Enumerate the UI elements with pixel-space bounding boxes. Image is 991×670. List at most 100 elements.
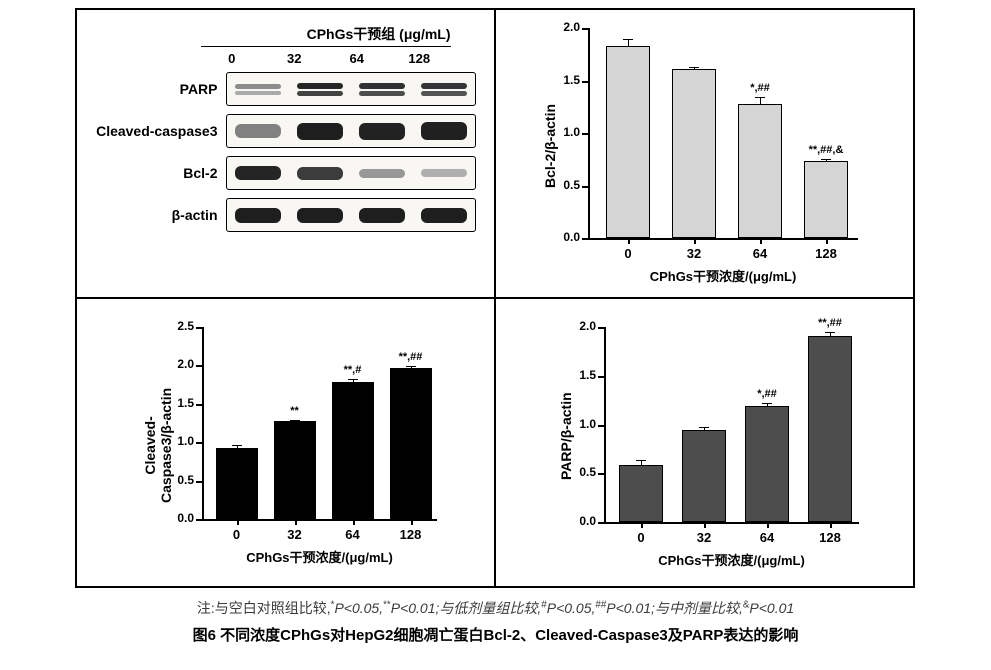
wb-title-underline xyxy=(201,46,451,47)
x-tick-label: 128 xyxy=(799,246,853,261)
x-tick-label: 0 xyxy=(211,527,263,542)
wb-lane xyxy=(232,115,284,147)
significance-label: **,## xyxy=(384,351,438,363)
bcl2-bar xyxy=(606,46,650,238)
parp-bar xyxy=(619,465,663,522)
wb-band xyxy=(421,122,467,140)
y-tick-label: 2.0 xyxy=(164,357,194,371)
wb-lane xyxy=(356,157,408,189)
x-tick xyxy=(830,522,832,528)
caspase3-chart-panel: 0.00.51.01.52.02.50**32**,#64**,##128Cle… xyxy=(76,298,495,587)
wb-band xyxy=(421,208,467,223)
wb-lane xyxy=(232,157,284,189)
bcl2-bar xyxy=(672,69,716,238)
errbar-cap xyxy=(821,159,831,160)
x-tick xyxy=(411,519,413,525)
wb-band xyxy=(235,166,281,180)
wb-band xyxy=(297,83,343,89)
parp-bar xyxy=(745,406,789,522)
y-tick xyxy=(582,238,588,240)
x-tick xyxy=(353,519,355,525)
wb-lane xyxy=(294,199,346,231)
bcl2-bar xyxy=(738,104,782,238)
y-tick xyxy=(598,376,604,378)
x-tick-label: 32 xyxy=(269,527,321,542)
y-tick xyxy=(582,186,588,188)
wb-band-row: β-actin xyxy=(96,198,476,232)
wb-lane xyxy=(232,73,284,105)
wb-band-row: PARP xyxy=(96,72,476,106)
wb-lane xyxy=(418,157,470,189)
y-tick-label: 2.0 xyxy=(550,20,580,34)
caspase3-bar xyxy=(332,382,374,519)
wb-band-row: Cleaved-caspase3 xyxy=(96,114,476,148)
wb-band xyxy=(421,169,467,177)
wb-dose-label: 32 xyxy=(269,51,319,66)
y-axis-label: Cleaved-Caspase3/β-actin xyxy=(142,388,174,503)
x-tick xyxy=(694,238,696,244)
wb-lane xyxy=(418,199,470,231)
caspase3-bar xyxy=(390,368,432,519)
significance-label: *,## xyxy=(732,82,788,94)
x-tick xyxy=(237,519,239,525)
wb-band xyxy=(359,91,405,96)
y-tick-label: 0.0 xyxy=(550,230,580,244)
y-tick-label: 2.0 xyxy=(566,319,596,333)
significance-label: ** xyxy=(268,405,322,417)
wb-band-box xyxy=(226,114,476,148)
wb-row-label: β-actin xyxy=(96,207,226,223)
errbar-stem xyxy=(628,39,629,46)
errbar-cap xyxy=(232,445,242,446)
y-tick-label: 2.5 xyxy=(164,319,194,333)
y-tick xyxy=(196,365,202,367)
bcl2-chart-panel: 0.00.51.01.52.0032*,##64**,##,&128Bcl-2/… xyxy=(495,9,914,298)
x-tick-label: 0 xyxy=(614,530,668,545)
y-tick xyxy=(196,404,202,406)
x-tick xyxy=(628,238,630,244)
parp-bar xyxy=(682,430,726,522)
wb-band xyxy=(297,123,343,140)
wb-lane xyxy=(294,157,346,189)
y-axis xyxy=(588,28,590,238)
y-tick xyxy=(582,133,588,135)
wb-rows: PARPCleaved-caspase3Bcl-2β-actin xyxy=(96,72,476,240)
y-tick xyxy=(582,81,588,83)
y-tick xyxy=(582,28,588,30)
y-tick-label: 0.0 xyxy=(164,511,194,525)
x-tick-label: 128 xyxy=(385,527,437,542)
wb-band xyxy=(359,123,405,140)
wb-title: CPhGs干预组 (μg/mL) xyxy=(307,24,451,44)
x-tick-label: 128 xyxy=(803,530,857,545)
figure-caption: 注:与空白对照组比较,*P<0.05,**P<0.01;与低剂量组比较,#P<0… xyxy=(0,598,991,645)
wb-band xyxy=(297,91,343,96)
errbar-cap xyxy=(406,366,416,367)
wb-band xyxy=(297,208,343,223)
wb-dose-label: 0 xyxy=(207,51,257,66)
western-blot-panel: CPhGs干预组 (μg/mL) 03264128 PARPCleaved-ca… xyxy=(76,9,495,298)
note-seg2a: P<0.05, xyxy=(547,600,596,616)
significance-label: **,# xyxy=(326,364,380,376)
wb-band xyxy=(235,84,281,89)
note-prefix: 注:与空白对照组比较, xyxy=(197,600,331,616)
note-sym-dstar: ** xyxy=(383,599,391,610)
wb-dose-label: 128 xyxy=(394,51,444,66)
wb-band xyxy=(421,83,467,89)
wb-row-label: PARP xyxy=(96,81,226,97)
wb-lane xyxy=(356,115,408,147)
y-tick xyxy=(196,327,202,329)
x-tick xyxy=(760,238,762,244)
note-seg1a: P<0.05, xyxy=(334,600,383,616)
wb-band xyxy=(235,208,281,223)
errbar-cap xyxy=(290,420,300,421)
caption-note: 注:与空白对照组比较,*P<0.05,**P<0.01;与低剂量组比较,#P<0… xyxy=(0,598,991,618)
wb-lane xyxy=(418,73,470,105)
errbar-cap xyxy=(348,379,358,380)
y-tick xyxy=(196,442,202,444)
errbar-cap xyxy=(755,97,765,98)
x-tick-label: 64 xyxy=(733,246,787,261)
errbar-cap xyxy=(699,427,709,428)
caspase3-bar xyxy=(274,421,316,519)
y-tick xyxy=(598,473,604,475)
wb-band-box xyxy=(226,72,476,106)
wb-band xyxy=(421,91,467,96)
